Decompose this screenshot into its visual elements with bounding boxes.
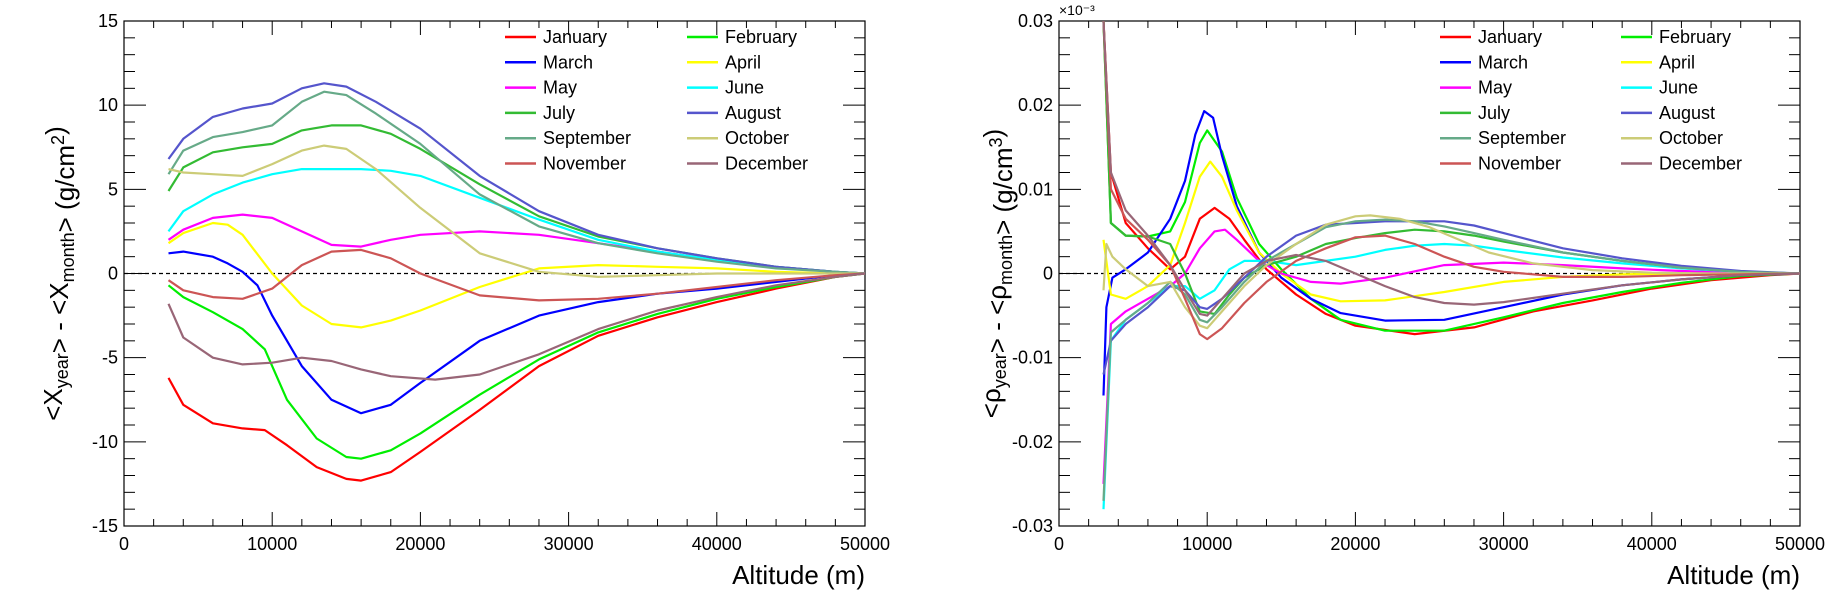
y-tick-label: 0: [1043, 264, 1053, 284]
legend-label-august: August: [725, 103, 781, 123]
series-line-december: [1102, 21, 1800, 317]
legend-label-october: October: [1659, 128, 1723, 148]
series-line-december: [167, 272, 865, 381]
x-axis-title: Altitude (m): [1667, 560, 1800, 590]
chart-panel-1: 0 10000 20000 30000 40000 50000 -15 -10 -5 0 5 10 15…: [38, 11, 890, 590]
legend-label-september: September: [1478, 128, 1566, 148]
x-tick-label: 50000: [1775, 534, 1825, 554]
y-axis-title: <Xyear> - <Xmonth> (g/cm2): [38, 126, 80, 421]
y-tick-label: -10: [92, 432, 118, 452]
legend-label-march: March: [1478, 52, 1528, 72]
x-tick-label: 40000: [692, 534, 742, 554]
legend-label-november: November: [1478, 154, 1561, 174]
x-tick-label: 0: [119, 534, 129, 554]
legend-label-march: March: [543, 52, 593, 72]
chart-panel-2: 0 10000 20000 30000 40000 50000 -0.03 -0.02 -0.0…: [976, 2, 1825, 590]
series-line-february: [1102, 21, 1800, 332]
series-line-august: [1102, 220, 1800, 375]
y-tick-label: -0.01: [1012, 348, 1053, 368]
y-tick-label: -5: [102, 348, 118, 368]
legend-label-december: December: [1659, 154, 1742, 174]
x-tick-label: 30000: [1479, 534, 1529, 554]
x-tick-label: 20000: [1330, 534, 1380, 554]
y-tick-label: -15: [92, 516, 118, 536]
legend-label-may: May: [1478, 78, 1512, 98]
legend-label-november: November: [543, 154, 626, 174]
series-line-june: [1102, 242, 1800, 510]
y-tick-label: 0.02: [1018, 95, 1053, 115]
series-line-october: [168, 144, 865, 278]
y-tick-label: 0.01: [1018, 179, 1053, 199]
legend-label-may: May: [543, 78, 577, 98]
x-axis-title: Altitude (m): [732, 560, 865, 590]
legend-label-february: February: [1659, 27, 1731, 47]
y-axis-title: <ρyear> - <ρmonth> (g/cm3): [976, 129, 1018, 418]
series-line-september: [167, 90, 865, 275]
series-line-october: [1102, 214, 1800, 330]
legend-label-june: June: [725, 78, 764, 98]
y-tick-label: -0.03: [1012, 516, 1053, 536]
legend-label-february: February: [725, 27, 797, 47]
legend-label-july: July: [1478, 103, 1510, 123]
y-tick-label: 5: [108, 179, 118, 199]
legend-label-january: January: [1478, 27, 1542, 47]
y-tick-label: 15: [98, 11, 118, 31]
series-line-june: [167, 168, 865, 275]
x-tick-label: 30000: [544, 534, 594, 554]
series-line-april: [167, 221, 865, 329]
x-tick-label: 40000: [1627, 534, 1677, 554]
series-group: [1102, 21, 1800, 510]
x-tick-label: 50000: [840, 534, 890, 554]
x-tick-label: 0: [1054, 534, 1064, 554]
legend-label-december: December: [725, 154, 808, 174]
series-line-november: [167, 248, 865, 302]
legend-label-october: October: [725, 128, 789, 148]
legend-label-january: January: [543, 27, 607, 47]
legend-label-september: September: [543, 128, 631, 148]
series-line-january: [167, 272, 865, 482]
x-tick-label: 10000: [247, 534, 297, 554]
series-group: [167, 82, 865, 482]
series-line-september: [1102, 218, 1800, 501]
y-tick-label: -0.02: [1012, 432, 1053, 452]
y-tick-label: 0.03: [1018, 11, 1053, 31]
x-tick-label: 10000: [1182, 534, 1232, 554]
series-line-august: [167, 82, 865, 275]
x-tick-label: 20000: [395, 534, 445, 554]
y-axis-multiplier: ×10⁻³: [1059, 2, 1095, 18]
series-line-january: [1102, 21, 1800, 336]
y-tick-label: 0: [108, 264, 118, 284]
y-tick-label: 10: [98, 95, 118, 115]
legend-label-april: April: [725, 52, 761, 72]
legend-label-june: June: [1659, 78, 1698, 98]
legend-label-august: August: [1659, 103, 1715, 123]
series-line-march: [168, 250, 865, 415]
legend-label-april: April: [1659, 52, 1695, 72]
series-line-february: [167, 272, 865, 460]
legend-label-july: July: [543, 103, 575, 123]
